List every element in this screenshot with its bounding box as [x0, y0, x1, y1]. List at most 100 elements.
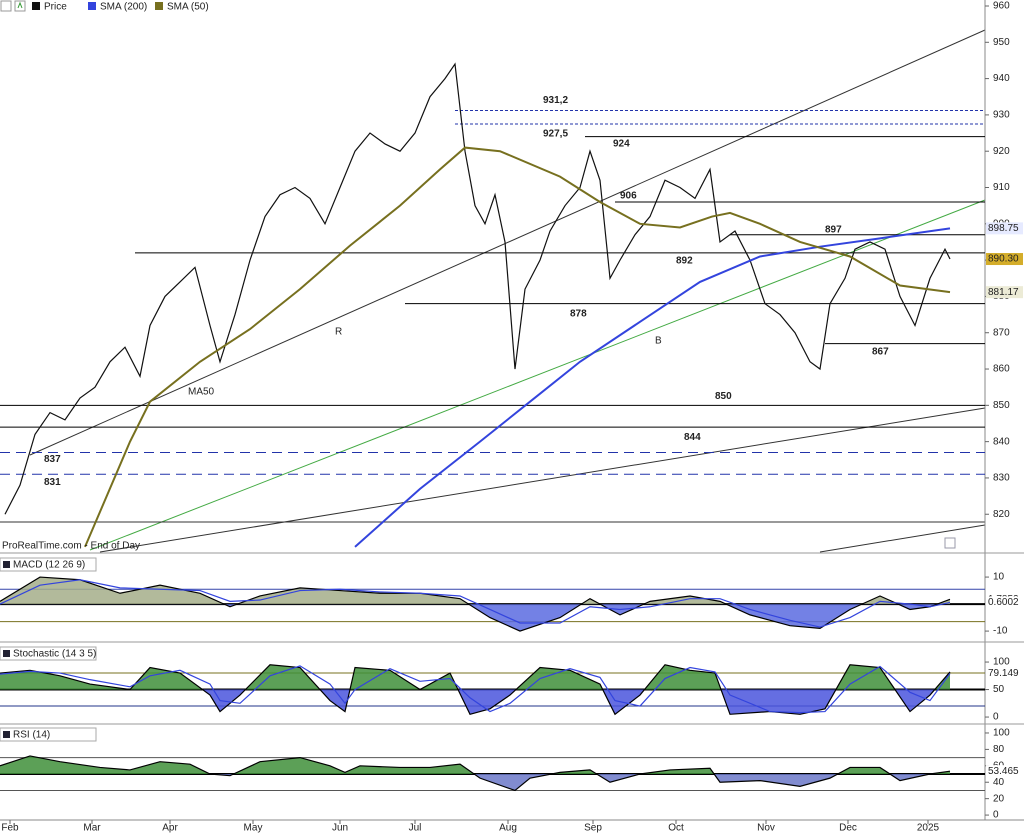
- level-label: 844: [684, 432, 701, 443]
- series-line: [354, 227, 951, 548]
- icon-button[interactable]: [0, 0, 12, 12]
- y-tick-label: 960: [993, 1, 1010, 12]
- annotation: MA50: [188, 387, 215, 398]
- y-tick-label: 850: [993, 400, 1010, 411]
- panel-title-box: [0, 646, 97, 661]
- value-tag: [986, 596, 1023, 609]
- series-line: [84, 146, 951, 548]
- panel-title: Stochastic (14 3 5): [13, 649, 96, 660]
- info-icon[interactable]: [944, 537, 956, 549]
- y-tick-label: 920: [993, 146, 1010, 157]
- level-label: 906: [620, 191, 637, 202]
- icon: [17, 1, 23, 9]
- panel-icon: [3, 650, 10, 657]
- level-label: 850: [715, 391, 732, 402]
- panel-title: MACD (12 26 9): [13, 560, 85, 571]
- y-tick-label: 860: [993, 364, 1010, 375]
- level-label: 924: [613, 138, 630, 149]
- y-tick-label: 840: [993, 436, 1010, 447]
- level-label: 927,5: [543, 129, 568, 140]
- x-tick-label: Oct: [668, 823, 684, 834]
- fill-area: [0, 577, 950, 605]
- panel-icon: [3, 561, 10, 568]
- value-tag: [986, 286, 1023, 299]
- value-tag-label: 79.149: [988, 668, 1019, 679]
- x-tick-label: Nov: [757, 823, 775, 834]
- value-tag: [986, 253, 1023, 266]
- y-tick-label: 80: [993, 744, 1005, 755]
- x-tick-label: Feb: [1, 823, 19, 834]
- level-label: 837: [44, 454, 61, 465]
- y-tick-label: -10: [993, 626, 1008, 637]
- level-label: 931,2: [543, 95, 568, 106]
- trend-lines: [0, 29, 986, 553]
- fill-area: [0, 755, 950, 775]
- legend-swatch: [88, 2, 96, 10]
- x-tick-label: Apr: [162, 823, 178, 834]
- legend-label: SMA (50): [167, 2, 209, 13]
- x-tick-label: Jul: [409, 823, 422, 834]
- y-tick-label: 910: [993, 182, 1010, 193]
- legend-swatch: [155, 2, 163, 10]
- y-tick-label: 10: [993, 572, 1005, 583]
- x-tick-label: Dec: [839, 823, 857, 834]
- x-tick-label: Aug: [499, 823, 517, 834]
- y-tick-label: 950: [993, 37, 1010, 48]
- y-tick-label: 820: [993, 509, 1010, 520]
- value-tag-label: 898.75: [988, 223, 1019, 234]
- level-label: 831: [44, 477, 61, 488]
- y-tick-label: 940: [993, 73, 1010, 84]
- level-label: 892: [676, 255, 693, 266]
- annotation: B: [655, 336, 662, 347]
- fill-area: [224, 604, 938, 632]
- panel-title-box: [0, 727, 97, 742]
- level-label: 897: [825, 224, 842, 235]
- series-line: [0, 755, 951, 792]
- x-tick-label: 2025: [917, 823, 940, 834]
- y-tick-label: 40: [993, 777, 1005, 788]
- value-tag-label: 890.30: [988, 254, 1019, 265]
- x-tick-label: Sep: [584, 823, 602, 834]
- trend-line: [29, 29, 986, 456]
- icon-button[interactable]: [14, 0, 26, 12]
- value-tag-label: 0.6002: [988, 597, 1019, 608]
- y-tick-label: 930: [993, 110, 1010, 121]
- series-line: [4, 62, 951, 515]
- panel-title-box: [0, 557, 97, 572]
- series-line: [0, 665, 951, 714]
- y-tick-label: 100: [993, 728, 1010, 739]
- y-tick-label: 100: [993, 657, 1010, 668]
- source: ProRealTime.com - End of Day: [2, 541, 140, 552]
- value-tag: [986, 765, 1023, 778]
- toolbar-icons[interactable]: [0, 0, 956, 549]
- x-tick-label: Jun: [332, 823, 348, 834]
- fill-area: [0, 664, 950, 690]
- legend-swatch: [32, 2, 40, 10]
- value-tag-label: 881.17: [988, 287, 1019, 298]
- panel-title: RSI (14): [13, 730, 50, 741]
- y-tick-label: 870: [993, 327, 1010, 338]
- annotation: R: [335, 327, 342, 338]
- y-tick-label: 0: [993, 712, 999, 723]
- panel-icon: [3, 731, 10, 738]
- series-line: [0, 579, 951, 628]
- x-tick-label: Mar: [83, 823, 101, 834]
- trend-line: [99, 407, 986, 553]
- legend-label: Price: [44, 2, 67, 13]
- value-tag-label: 53.465: [988, 766, 1019, 777]
- value-tag: [986, 222, 1023, 235]
- level-label: 878: [570, 308, 587, 319]
- y-tick-label: 830: [993, 473, 1010, 484]
- trend-line: [89, 199, 986, 551]
- trend-line: [819, 524, 986, 553]
- y-tick-label: 20: [993, 793, 1005, 804]
- x-tick-label: May: [244, 823, 263, 834]
- value-tag: [986, 667, 1023, 680]
- y-tick-label: 50: [993, 684, 1005, 695]
- fill-area: [210, 774, 930, 791]
- series-line: [0, 664, 951, 716]
- level-label: 867: [872, 346, 889, 357]
